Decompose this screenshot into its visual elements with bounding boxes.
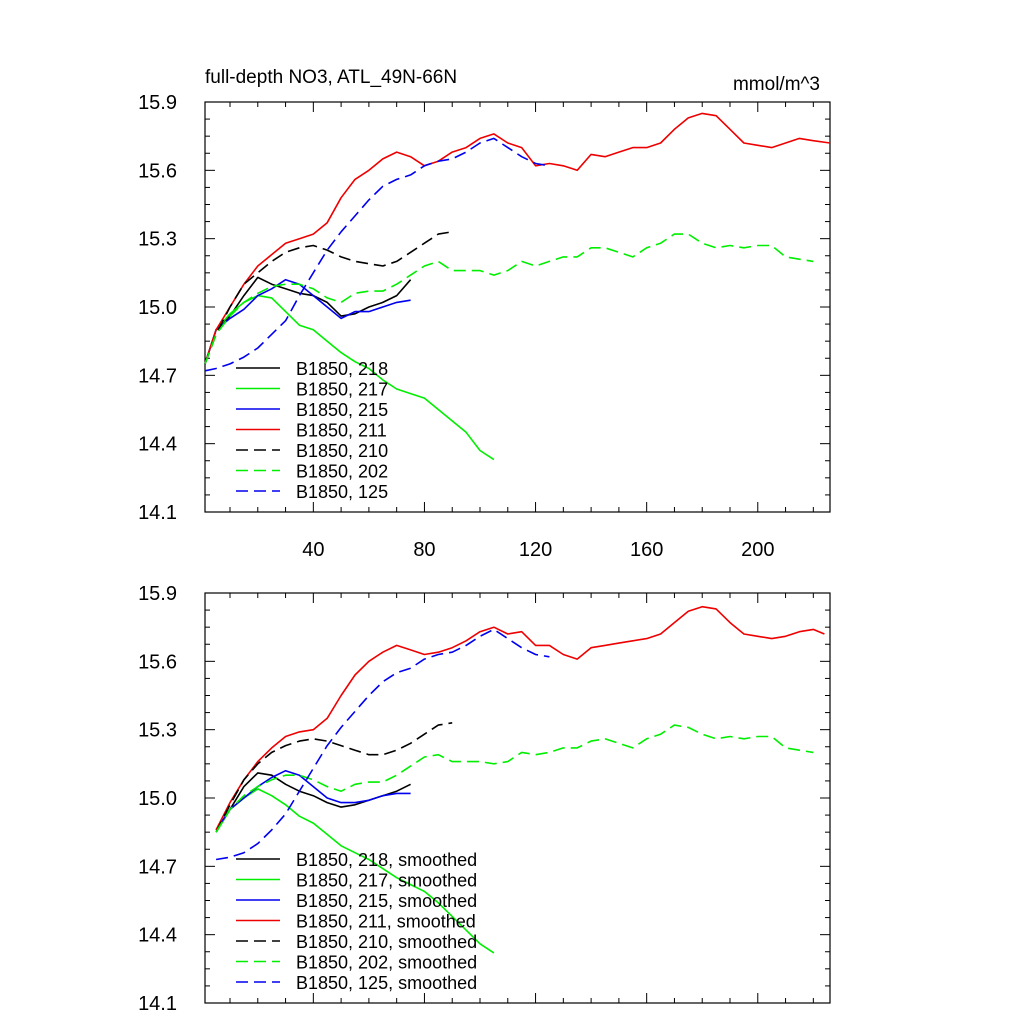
- y-tick-label: 14.4: [138, 434, 177, 456]
- bottom-panel-smoothed: 14.1 14.4 14.7 15.0 15.3 15.6 15.9 B1850, 218, …: [138, 583, 831, 1015]
- x-tick-label: 120: [519, 539, 552, 561]
- top-panel-raw: 40 80 120 160 200 14.1 14.4 14.7 15.0 15.3 15.6 15.…: [138, 92, 831, 561]
- units-label: mmol/m^3: [733, 74, 820, 95]
- x-tick-label: 160: [630, 539, 663, 561]
- y-tick-label: 15.0: [138, 788, 177, 810]
- x-tick-label: 40: [302, 539, 324, 561]
- series-line-b1850-215-smoothed: [215, 769, 411, 831]
- y-tick-label: 15.6: [138, 651, 177, 673]
- series-line-b1850-202: [204, 233, 814, 365]
- legend-entry: B1850, 215, smoothed: [296, 891, 477, 911]
- y-tick-label: 14.7: [138, 365, 177, 387]
- legend-entry: B1850, 217, smoothed: [296, 871, 477, 891]
- legend-entry: B1850, 202, smoothed: [296, 953, 477, 973]
- series-line-b1850-211-smoothed: [215, 605, 825, 831]
- legend-entry: B1850, 210, smoothed: [296, 932, 477, 952]
- legend-entry: B1850, 211, smoothed: [296, 912, 476, 932]
- legend-entry: B1850, 217: [296, 380, 388, 400]
- legend-entry: B1850, 210: [296, 441, 388, 461]
- series-line-b1850-210: [204, 231, 453, 365]
- series-line-b1850-217: [204, 294, 495, 461]
- series-line-b1850-210-smoothed: [215, 722, 453, 833]
- x-tick-label: 80: [413, 539, 435, 561]
- series-line-b1850-125: [204, 137, 550, 372]
- series-line-b1850-125-smoothed: [215, 628, 550, 861]
- y-tick-label: 14.1: [138, 993, 177, 1015]
- legend-entry: B1850, 218, smoothed: [296, 850, 477, 870]
- y-tick-label: 14.7: [138, 856, 177, 878]
- y-tick-label: 14.4: [138, 925, 177, 947]
- series-line-b1850-215: [204, 278, 411, 365]
- y-tick-label: 15.6: [138, 160, 177, 182]
- x-tick-label: 200: [741, 539, 774, 561]
- legend-entry: B1850, 125, smoothed: [296, 973, 477, 993]
- y-tick-label: 15.9: [138, 583, 177, 605]
- legend-entry: B1850, 218: [296, 359, 388, 379]
- legend-entry: B1850, 125: [296, 482, 388, 502]
- y-tick-label: 15.9: [138, 92, 177, 114]
- y-tick-label: 15.0: [138, 297, 177, 319]
- y-tick-label: 15.3: [138, 229, 177, 251]
- series-line-b1850-218: [204, 276, 412, 365]
- series-line-b1850-217-smoothed: [215, 788, 495, 954]
- figure-title: full-depth NO3, ATL_49N-66N: [205, 67, 457, 88]
- series-line-b1850-211: [204, 112, 831, 365]
- legend-entry: B1850, 211: [296, 421, 387, 441]
- legend-entry: B1850, 202: [296, 462, 388, 482]
- y-tick-label: 14.1: [138, 502, 177, 524]
- y-tick-label: 15.3: [138, 720, 177, 742]
- series-line-b1850-202-smoothed: [215, 724, 814, 833]
- legend-entry: B1850, 215: [296, 400, 388, 420]
